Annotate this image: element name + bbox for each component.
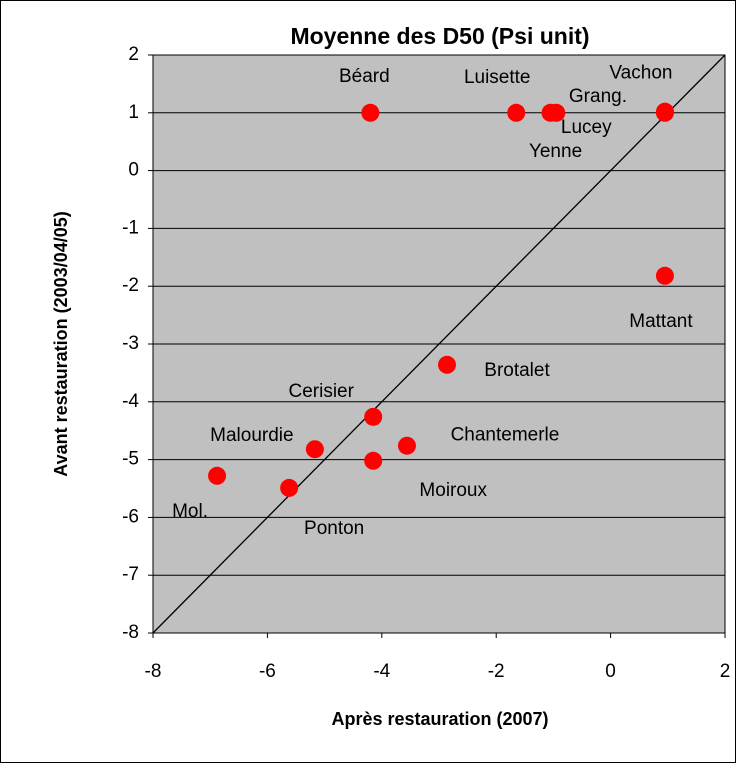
point [364, 451, 383, 470]
chart-title: Moyenne des D50 (Psi unit) [290, 23, 589, 49]
point-label: Luisette [464, 67, 531, 88]
point [655, 266, 674, 285]
point-label: Lucey [561, 117, 612, 138]
y-tick-label: 1 [128, 102, 139, 123]
point [280, 478, 299, 497]
y-tick-label: -2 [122, 275, 139, 296]
x-tick-label: -2 [488, 661, 505, 682]
point-label: Vachon [609, 63, 672, 84]
point [438, 355, 457, 374]
x-tick-label: 0 [605, 661, 616, 682]
point-label: Mattant [629, 311, 693, 332]
y-tick-label: -7 [122, 564, 139, 585]
point-label: Malourdie [210, 425, 293, 446]
point [397, 436, 416, 455]
point-label: Cerisier [288, 381, 354, 402]
point [364, 407, 383, 426]
point-label: Brotalet [484, 360, 550, 381]
point-label: Grang. [569, 86, 627, 107]
y-tick-label: -1 [122, 217, 139, 238]
plot-border [152, 54, 726, 634]
point [361, 103, 380, 122]
point-label: Mol. [172, 501, 208, 522]
point [655, 102, 674, 121]
point-label: Béard [339, 66, 390, 87]
y-tick-label: -6 [122, 506, 139, 527]
point-label: Moiroux [419, 480, 487, 501]
x-tick-label: -4 [373, 661, 390, 682]
point-label: Chantemerle [451, 425, 560, 446]
x-tick-label: 2 [720, 661, 731, 682]
x-axis-label: Après restauration (2007) [331, 709, 548, 729]
identity-line [152, 54, 726, 634]
y-tick-label: -3 [122, 333, 139, 354]
y-tick-label: 2 [128, 44, 139, 65]
point [507, 103, 526, 122]
y-tick-label: -5 [122, 449, 139, 470]
point-label: Ponton [304, 518, 364, 539]
y-tick-label: 0 [128, 160, 139, 181]
y-tick-label: -4 [122, 391, 139, 412]
point [208, 466, 227, 485]
point [547, 103, 566, 122]
x-tick-label: -8 [145, 661, 162, 682]
point [305, 440, 324, 459]
x-tick-label: -6 [259, 661, 276, 682]
y-axis-label: Avant restauration (2003/04/05) [51, 211, 71, 476]
point-label: Yenne [529, 141, 582, 162]
y-tick-label: -8 [122, 622, 139, 643]
